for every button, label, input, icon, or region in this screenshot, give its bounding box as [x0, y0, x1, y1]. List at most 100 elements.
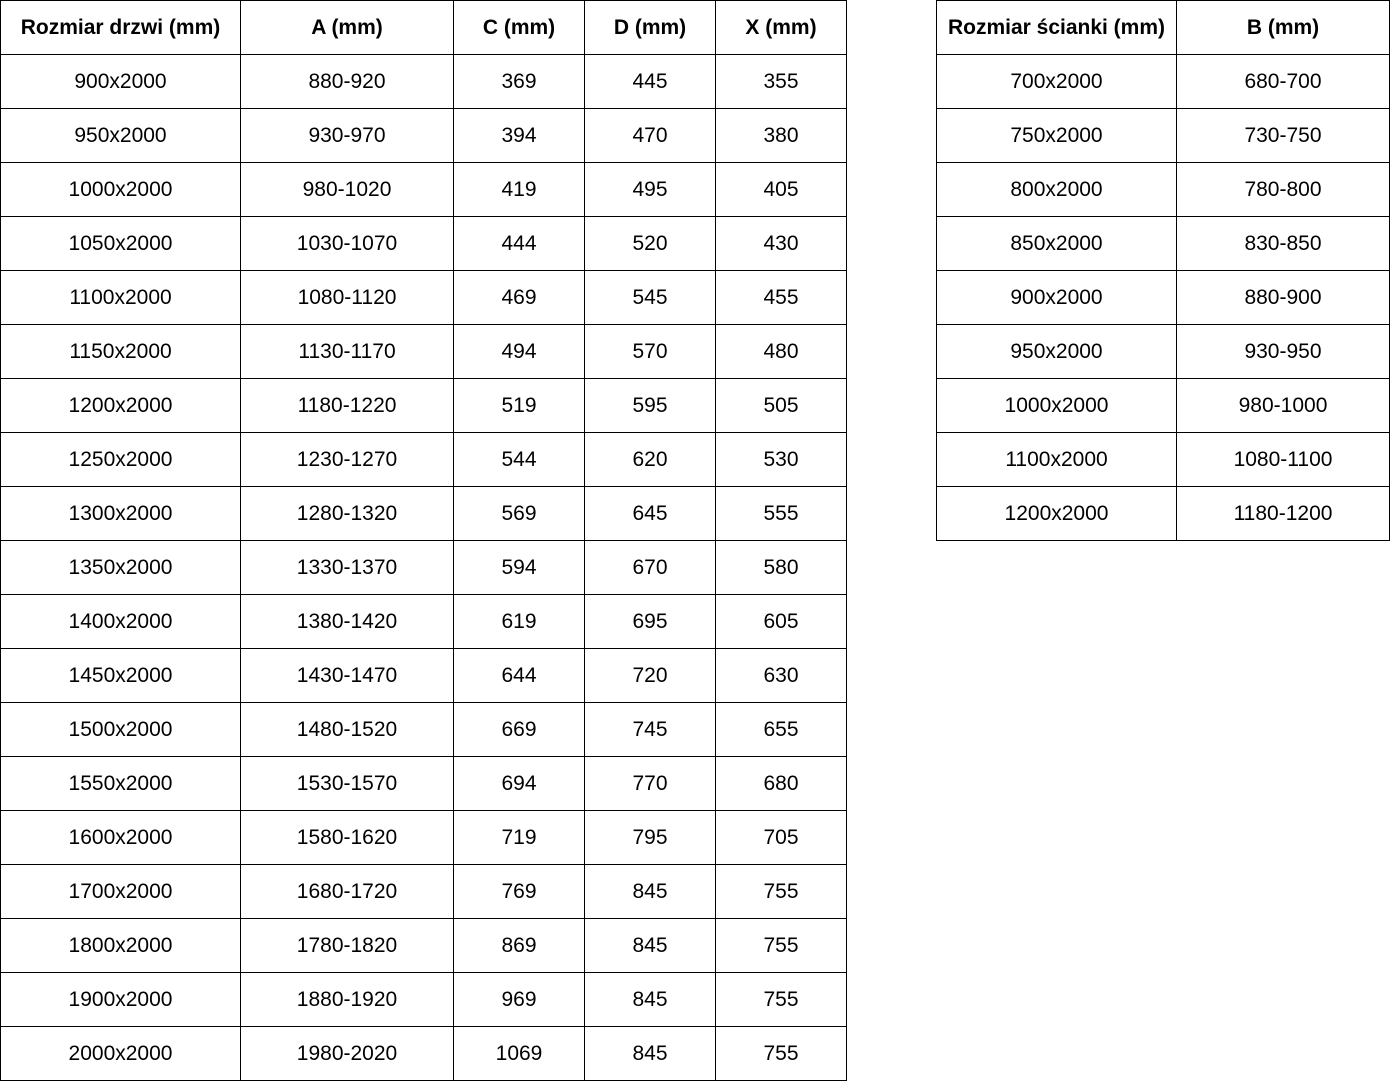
- table-cell: 695: [584, 594, 716, 649]
- table-cell: 1200x2000: [0, 378, 241, 433]
- table-cell: 1180-1200: [1176, 486, 1390, 541]
- table-row: 850x2000 830-850: [936, 216, 1390, 271]
- table-cell: 630: [715, 648, 847, 703]
- table-cell: 670: [584, 540, 716, 595]
- table-row: 1400x2000 1380-1420 619 695 605: [0, 594, 847, 649]
- table-cell: 755: [715, 1026, 847, 1081]
- table-cell: 1100x2000: [0, 270, 241, 325]
- table-cell: 720: [584, 648, 716, 703]
- table-cell: 620: [584, 432, 716, 487]
- table-cell: 355: [715, 54, 847, 109]
- table-cell: 845: [584, 918, 716, 973]
- table-cell: 1400x2000: [0, 594, 241, 649]
- table-cell: 494: [453, 324, 585, 379]
- table-cell: 505: [715, 378, 847, 433]
- table-row: 1200x2000 1180-1200: [936, 486, 1390, 541]
- table-cell: 1180-1220: [240, 378, 454, 433]
- table-cell: 1200x2000: [936, 486, 1177, 541]
- table-cell: 430: [715, 216, 847, 271]
- table-cell: 520: [584, 216, 716, 271]
- table-row: 900x2000 880-920 369 445 355: [0, 54, 847, 109]
- door-size-table: Rozmiar drzwi (mm) A (mm) C (mm) D (mm) X (m…: [0, 0, 847, 1081]
- table-cell: 1780-1820: [240, 918, 454, 973]
- table-cell: 950x2000: [0, 108, 241, 163]
- table-cell: 700x2000: [936, 54, 1177, 109]
- table-cell: 455: [715, 270, 847, 325]
- table-cell: 719: [453, 810, 585, 865]
- table-cell: 1100x2000: [936, 432, 1177, 487]
- table-cell: 1800x2000: [0, 918, 241, 973]
- table-cell: 380: [715, 108, 847, 163]
- table-cell: 755: [715, 972, 847, 1027]
- table-cell: 830-850: [1176, 216, 1390, 271]
- table-cell: 769: [453, 864, 585, 919]
- table-cell: 880-920: [240, 54, 454, 109]
- table-cell: 869: [453, 918, 585, 973]
- table-cell: 1450x2000: [0, 648, 241, 703]
- table-cell: 594: [453, 540, 585, 595]
- table-row: 1500x2000 1480-1520 669 745 655: [0, 702, 847, 757]
- table-cell: 1600x2000: [0, 810, 241, 865]
- table-row: 950x2000 930-950: [936, 324, 1390, 379]
- table-cell: 1680-1720: [240, 864, 454, 919]
- table-cell: 705: [715, 810, 847, 865]
- table-cell: 1000x2000: [0, 162, 241, 217]
- table-cell: 1580-1620: [240, 810, 454, 865]
- table-cell: 570: [584, 324, 716, 379]
- table-cell: 1000x2000: [936, 378, 1177, 433]
- table-cell: 595: [584, 378, 716, 433]
- table-row: 1700x2000 1680-1720 769 845 755: [0, 864, 847, 919]
- table-cell: 519: [453, 378, 585, 433]
- table-cell: 655: [715, 702, 847, 757]
- table-cell: 580: [715, 540, 847, 595]
- table-cell: 369: [453, 54, 585, 109]
- table-cell: 1980-2020: [240, 1026, 454, 1081]
- table-cell: 545: [584, 270, 716, 325]
- table-row: 1000x2000 980-1000: [936, 378, 1390, 433]
- table-row: 1600x2000 1580-1620 719 795 705: [0, 810, 847, 865]
- table-row: 700x2000 680-700: [936, 54, 1390, 109]
- table-cell: 445: [584, 54, 716, 109]
- table-cell: 845: [584, 1026, 716, 1081]
- table-cell: 1500x2000: [0, 702, 241, 757]
- table-row: 1100x2000 1080-1120 469 545 455: [0, 270, 847, 325]
- table-cell: 480: [715, 324, 847, 379]
- table-cell: 900x2000: [0, 54, 241, 109]
- table-row: 1150x2000 1130-1170 494 570 480: [0, 324, 847, 379]
- table-cell: 900x2000: [936, 270, 1177, 325]
- table-cell: 930-950: [1176, 324, 1390, 379]
- table-cell: 680-700: [1176, 54, 1390, 109]
- table-cell: 1130-1170: [240, 324, 454, 379]
- wall-size-table: Rozmiar ścianki (mm) B (mm) 700x2000 680-7…: [936, 0, 1390, 541]
- column-header: Rozmiar drzwi (mm): [0, 0, 241, 55]
- table-cell: 605: [715, 594, 847, 649]
- table-cell: 619: [453, 594, 585, 649]
- table-cell: 419: [453, 162, 585, 217]
- table-cell: 1700x2000: [0, 864, 241, 919]
- table-cell: 950x2000: [936, 324, 1177, 379]
- table-row: 1900x2000 1880-1920 969 845 755: [0, 972, 847, 1027]
- table-cell: 800x2000: [936, 162, 1177, 217]
- table-cell: 795: [584, 810, 716, 865]
- table-cell: 405: [715, 162, 847, 217]
- header-row: Rozmiar ścianki (mm) B (mm): [936, 0, 1390, 55]
- table-row: 1100x2000 1080-1100: [936, 432, 1390, 487]
- table-cell: 969: [453, 972, 585, 1027]
- table-cell: 1430-1470: [240, 648, 454, 703]
- table-row: 1000x2000 980-1020 419 495 405: [0, 162, 847, 217]
- table-row: 2000x2000 1980-2020 1069 845 755: [0, 1026, 847, 1081]
- table-cell: 1330-1370: [240, 540, 454, 595]
- table-cell: 1280-1320: [240, 486, 454, 541]
- table-cell: 770: [584, 756, 716, 811]
- column-header: Rozmiar ścianki (mm): [936, 0, 1177, 55]
- table-cell: 1880-1920: [240, 972, 454, 1027]
- table-cell: 755: [715, 918, 847, 973]
- table-cell: 1300x2000: [0, 486, 241, 541]
- table-cell: 469: [453, 270, 585, 325]
- table-cell: 750x2000: [936, 108, 1177, 163]
- table-cell: 1250x2000: [0, 432, 241, 487]
- table-row: 750x2000 730-750: [936, 108, 1390, 163]
- table-cell: 555: [715, 486, 847, 541]
- table-cell: 1550x2000: [0, 756, 241, 811]
- table-cell: 730-750: [1176, 108, 1390, 163]
